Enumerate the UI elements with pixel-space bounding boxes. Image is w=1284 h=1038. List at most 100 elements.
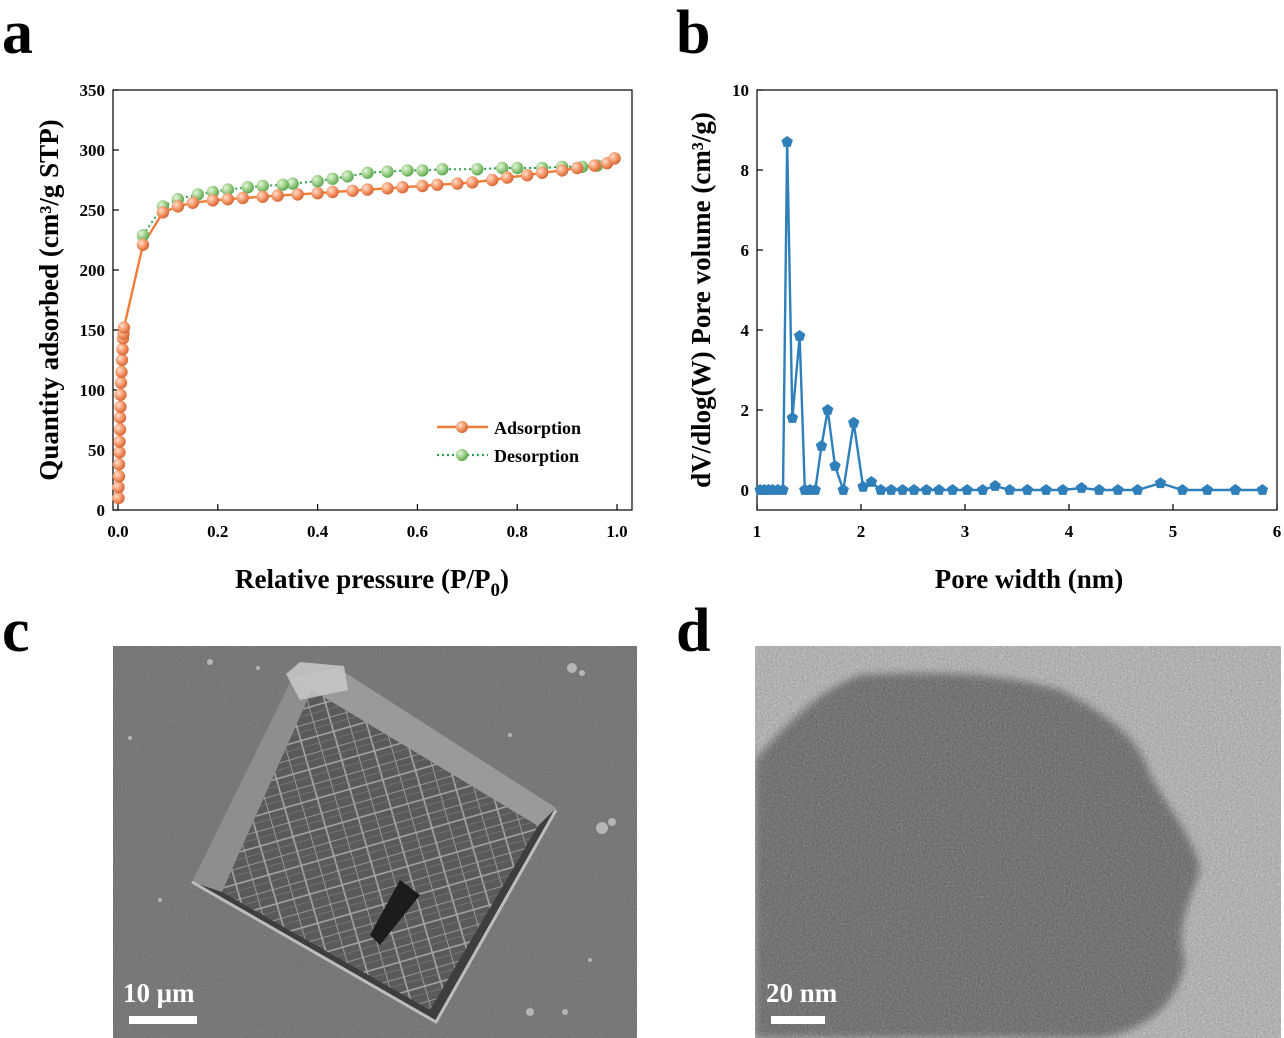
- chart-b-markers: [754, 136, 1269, 495]
- pore-distribution-point: [777, 484, 789, 495]
- desorption-point: [381, 165, 394, 178]
- desorption-point: [136, 229, 150, 242]
- chart-b-x-tick-label: 6: [1273, 522, 1282, 541]
- chart-a-x-tick-label: 0.8: [507, 522, 528, 541]
- pore-distribution-point: [865, 476, 878, 487]
- adsorption-point: [112, 458, 126, 471]
- chart-a-x-tick-label: 0.4: [307, 522, 329, 541]
- adsorption-point: [431, 178, 444, 191]
- adsorption-point: [115, 365, 128, 379]
- desorption-point: [256, 179, 269, 193]
- desorption-point: [286, 177, 299, 190]
- chart-a-ticks: 0.0 0.2 0.4 0.6 0.8 1.0 0 50 100 150 200 250 300 350: [80, 81, 628, 541]
- pore-distribution-point: [837, 484, 849, 495]
- desorption-point: [496, 161, 509, 175]
- pore-distribution-point: [1256, 484, 1269, 495]
- adsorption-point: [221, 193, 234, 206]
- pore-distribution-point: [848, 416, 860, 428]
- chart-b-y-tick-label: 10: [732, 81, 749, 100]
- chart-a-x-tick-label: 0.2: [207, 522, 228, 541]
- desorption-point: [221, 183, 234, 196]
- pore-distribution-point: [1040, 484, 1052, 495]
- desorption-point: [436, 163, 449, 176]
- chart-b-ticks: 1 2 3 4 5 6 0 2 4 6 8 10: [732, 81, 1281, 541]
- adsorption-point: [113, 446, 126, 459]
- desorption-point: [361, 166, 374, 179]
- adsorption-point: [555, 164, 569, 177]
- chart-a-y-tick-label: 150: [80, 321, 106, 340]
- pore-distribution-point: [946, 484, 959, 495]
- pore-distribution-point: [1154, 477, 1167, 489]
- desorption-point: [326, 172, 339, 185]
- adsorption-point: [116, 343, 129, 356]
- chart-a-x-tick-label: 0.0: [107, 522, 128, 541]
- chart-a-y-tick-label: 200: [80, 261, 106, 280]
- sem-debris: [128, 659, 616, 1016]
- adsorption-point: [156, 206, 170, 219]
- desorption-point: [511, 161, 524, 175]
- chart-b-x-axis-label: Pore width (nm): [935, 564, 1124, 594]
- chart-b: 1 2 3 4 5 6 0 2 4 6 8 10 Pore width (nm) dV/dlog(W)…: [686, 81, 1281, 594]
- adsorption-point: [416, 179, 429, 193]
- adsorption-point: [256, 190, 269, 203]
- chart-a-x-tick-label: 0.6: [407, 522, 428, 541]
- desorption-point: [401, 164, 414, 177]
- pore-distribution-point: [1057, 484, 1069, 495]
- adsorption-point: [588, 159, 601, 172]
- adsorption-point: [113, 423, 127, 436]
- adsorption-point: [117, 321, 131, 334]
- panel-letter-b: b: [676, 0, 711, 67]
- adsorption-point: [521, 169, 534, 182]
- pore-distribution-point: [793, 330, 806, 341]
- pore-distribution-point: [1021, 484, 1034, 495]
- chart-b-x-tick-label: 3: [961, 522, 970, 541]
- panel-letter-d: d: [676, 597, 711, 665]
- legend-desorption-label: Desorption: [494, 446, 579, 466]
- adsorption-point: [346, 184, 359, 197]
- adsorption-point: [326, 185, 339, 199]
- desorption-point: [341, 170, 354, 183]
- adsorption-point: [271, 189, 284, 202]
- pore-distribution-point: [1131, 484, 1144, 495]
- desorption-point: [241, 181, 254, 194]
- adsorption-point: [311, 187, 324, 200]
- adsorption-point: [112, 481, 125, 494]
- legend-desorption-marker: [456, 449, 468, 461]
- pore-distribution-point: [786, 412, 799, 423]
- chart-b-y-tick-label: 8: [741, 161, 750, 180]
- pore-distribution-point: [961, 484, 973, 495]
- adsorption-point: [361, 183, 374, 196]
- chart-a-y-tick-label: 0: [97, 501, 106, 520]
- pore-distribution-point: [989, 480, 1001, 491]
- adsorption-point: [396, 181, 409, 194]
- adsorption-point: [466, 176, 479, 189]
- chart-b-y-tick-label: 0: [741, 481, 750, 500]
- pore-distribution-point: [781, 136, 793, 147]
- pore-distribution-point: [1201, 484, 1213, 495]
- chart-a-x-tick-label: 1.0: [606, 522, 627, 541]
- tem-scale-bar-label: 20 nm: [766, 978, 838, 1008]
- adsorption-point: [115, 353, 129, 367]
- legend-adsorption-label: Adsorption: [494, 418, 581, 438]
- chart-a-y-tick-label: 100: [80, 381, 106, 400]
- adsorption-point: [113, 435, 126, 448]
- pore-distribution-line: [760, 141, 1263, 492]
- adsorption-point: [535, 166, 549, 179]
- adsorption-point: [112, 470, 126, 483]
- pore-distribution-point: [1075, 482, 1088, 493]
- pore-distribution-point: [1229, 484, 1242, 495]
- chart-b-lines: [760, 141, 1263, 492]
- desorption-point: [471, 163, 484, 176]
- adsorption-point: [501, 171, 514, 184]
- pore-distribution-point: [1093, 484, 1105, 495]
- tem-micrograph: [755, 646, 1281, 1038]
- chart-b-y-tick-label: 4: [741, 321, 750, 340]
- sem-scale-bar-label: 10 μm: [123, 978, 195, 1008]
- pore-distribution-point: [896, 484, 909, 495]
- adsorption-point: [236, 191, 249, 205]
- chart-a-x-axis-label: Relative pressure (P/P0): [235, 564, 509, 601]
- pore-distribution-point: [809, 484, 821, 495]
- adsorption-point: [136, 238, 150, 251]
- pore-distribution-point: [1112, 484, 1124, 495]
- pore-distribution-point: [1004, 484, 1016, 495]
